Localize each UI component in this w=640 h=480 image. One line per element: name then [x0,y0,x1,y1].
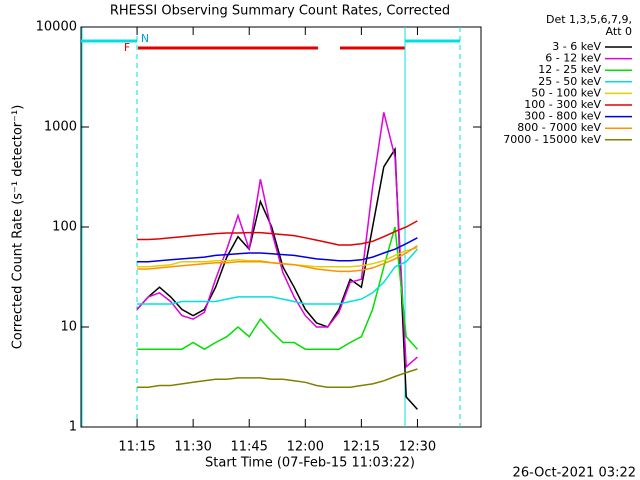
legend-label: 7000 - 15000 keV [503,133,601,146]
x-tick-label: 11:30 [174,440,211,455]
legend-label: 300 - 800 keV [524,110,601,123]
series-line [136,146,418,410]
legend-label: 100 - 300 keV [524,98,601,111]
series-line [137,237,418,263]
y-tick-label: 10 [60,320,77,335]
timestamp: 26-Oct-2021 03:22 [513,466,636,480]
x-tick-label: 11:45 [230,440,267,455]
legend-title: Att 0 [606,25,632,38]
series-line [137,245,418,273]
series-line [137,220,418,246]
x-tick-label: 12:15 [343,440,380,455]
x-tick-label: 12:00 [287,440,324,455]
y-tick-label: 10000 [36,20,77,35]
legend-label: 6 - 12 keV [545,52,601,65]
series-line [137,368,418,388]
flag-label: F [124,41,130,54]
legend-label: 12 - 25 keV [538,63,601,76]
plot-frame [80,26,482,428]
legend-label: 25 - 50 keV [538,75,601,88]
y-tick-label: 100 [52,220,77,235]
y-tick-label: 1 [69,420,77,435]
chart-title: RHESSI Observing Summary Count Rates, Co… [110,4,450,19]
x-tick-label: 11:15 [118,440,155,455]
legend-label: 50 - 100 keV [531,86,601,99]
series-line [136,112,418,369]
x-axis-label: Start Time (07-Feb-15 11:03:22) [205,456,415,471]
legend-title: Det 1,3,5,6,7,9, [546,13,632,26]
legend-label: 3 - 6 keV [552,40,601,53]
flag-label: N [141,32,149,45]
y-tick-label: 1000 [44,120,77,135]
series-line [137,226,418,351]
series-line [137,248,418,305]
x-tick-label: 12:30 [399,440,436,455]
legend-label: 800 - 7000 keV [517,121,601,134]
y-axis-label: Corrected Count Rate (s⁻¹ detector⁻¹) [11,105,26,350]
